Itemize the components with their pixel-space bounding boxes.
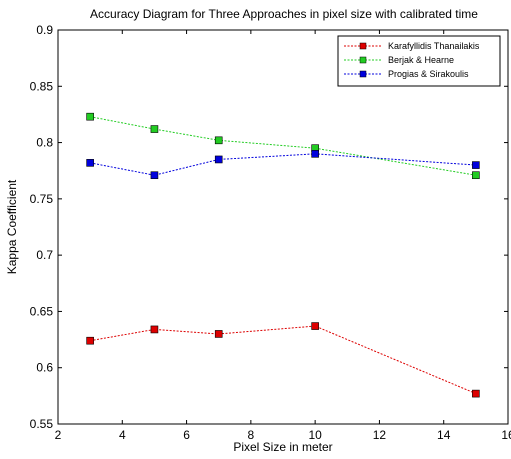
y-tick-label: 0.6 <box>36 361 53 375</box>
legend-label-3: Progias & Sirakoulis <box>388 69 469 79</box>
data-point-series-3 <box>86 159 94 167</box>
data-point-series-2 <box>150 125 159 133</box>
x-tick-label: 2 <box>55 428 62 442</box>
y-tick-label: 0.7 <box>36 248 53 262</box>
data-point-series-2 <box>86 112 94 121</box>
y-tick-label: 0.9 <box>36 23 53 37</box>
x-axis-label: Pixel Size in meter <box>233 440 332 454</box>
plot-area <box>57 29 509 425</box>
y-axis-label: Kappa Coefficient <box>5 179 19 274</box>
x-tick-label: 8 <box>248 428 255 442</box>
data-point-series-3 <box>472 161 480 169</box>
data-point-series-3 <box>150 171 159 180</box>
x-tick-label: 12 <box>373 428 387 442</box>
legend-marker-3 <box>359 70 367 78</box>
data-point-series-2 <box>472 171 480 180</box>
data-point-series-3 <box>311 150 319 158</box>
legend-marker-2 <box>359 56 367 64</box>
data-point-series-1 <box>311 322 319 330</box>
x-tick-label: 16 <box>501 428 511 442</box>
data-point-series-3 <box>214 155 223 164</box>
data-point-series-1 <box>472 389 480 398</box>
y-tick-label: 0.65 <box>30 304 54 318</box>
y-tick-label: 0.75 <box>30 192 54 206</box>
x-tick-label: 4 <box>119 428 126 442</box>
y-axis: 0.55 0.6 0.65 0.7 0.75 0.8 0.85 0.9 <box>30 23 508 431</box>
x-tick-label: 10 <box>308 428 322 442</box>
legend-marker-1 <box>359 42 367 50</box>
y-tick-label: 0.8 <box>36 136 53 150</box>
x-tick-label: 6 <box>183 428 190 442</box>
data-point-series-1 <box>150 325 159 334</box>
legend-label-2: Berjak & Hearne <box>388 55 454 65</box>
series-line-3 <box>90 153 476 176</box>
data-point-series-1 <box>86 336 94 345</box>
x-tick-label: 14 <box>437 428 451 442</box>
data-point-series-1 <box>214 330 223 338</box>
y-tick-label: 0.55 <box>30 417 54 431</box>
series-layer <box>86 112 480 398</box>
chart-title: Accuracy Diagram for Three Approaches in… <box>90 7 478 21</box>
legend-label-1: Karafyllidis Thanailakis <box>388 41 480 51</box>
legend: Karafyllidis Thanailakis Berjak & Hearne P… <box>337 35 501 87</box>
x-axis: 2 4 6 8 10 12 14 16 <box>55 30 511 442</box>
y-tick-label: 0.85 <box>30 79 54 93</box>
data-point-series-2 <box>214 136 223 145</box>
